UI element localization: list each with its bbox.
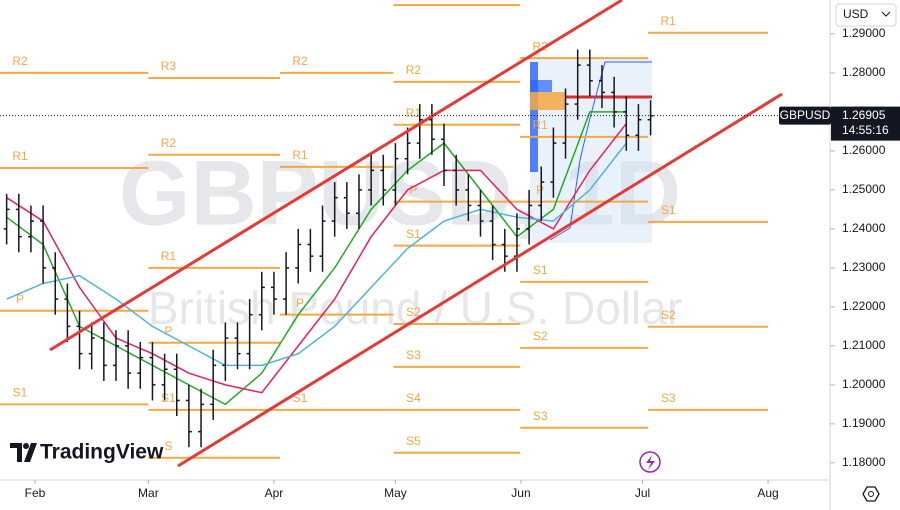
pivot-label: R2 xyxy=(161,136,177,150)
pivot-label: S2 xyxy=(533,329,548,343)
x-tick-label: Jun xyxy=(511,486,530,500)
y-tick-label: 1.29000 xyxy=(842,26,886,40)
pivot-label: S1 xyxy=(406,227,421,241)
pivot-label: S1 xyxy=(533,263,548,277)
profile-bars xyxy=(530,80,552,92)
y-tick-label: 1.19000 xyxy=(842,416,886,430)
logo-text: TradingView xyxy=(40,441,164,464)
y-tick-label: 1.18000 xyxy=(842,455,886,469)
pivot-label: S xyxy=(164,439,172,453)
y-tick-label: 1.25000 xyxy=(842,182,886,196)
pivot-label: R1 xyxy=(12,149,28,163)
chevron xyxy=(881,11,891,17)
pivot-label: S1 xyxy=(161,391,176,405)
pivot-label: R3 xyxy=(161,59,177,73)
pivot-label: R1 xyxy=(406,106,422,120)
watermark: GBPUSD, 1D British Pound / U.S. Dollar xyxy=(119,142,682,334)
pivot-label: P xyxy=(296,296,304,310)
pivot-label: S4 xyxy=(406,391,421,405)
pivot-label: R1 xyxy=(292,148,308,162)
x-tick-label: Aug xyxy=(757,486,778,500)
pivot-label: S2 xyxy=(661,308,676,322)
y-tick-label: 1.22000 xyxy=(842,299,886,313)
y-tick-label: 1.23000 xyxy=(842,260,886,274)
time-axis-bg xyxy=(0,480,830,510)
logo-dot xyxy=(23,443,29,449)
flash-icon[interactable] xyxy=(639,451,661,473)
x-tick-label: Apr xyxy=(265,486,284,500)
pivot-label: S2 xyxy=(406,305,421,319)
pivot-label: R1 xyxy=(161,249,177,263)
watermark-title: GBPUSD, 1D xyxy=(119,142,681,244)
settings-icon[interactable] xyxy=(862,486,880,502)
pivot-label: S3 xyxy=(406,348,421,362)
currency: USD xyxy=(843,7,869,21)
symbol-tag xyxy=(779,106,831,125)
x-tick-label: May xyxy=(384,486,407,500)
pivot-label: P xyxy=(164,324,172,338)
profile-bars xyxy=(530,62,538,172)
logo: TradingView xyxy=(10,441,164,464)
flash-glyph xyxy=(646,455,655,470)
channel-lower xyxy=(177,92,783,468)
profile-poc xyxy=(530,92,565,110)
moving-average xyxy=(6,142,627,367)
y-tick-label: 1.21000 xyxy=(842,338,886,352)
pivot-label: R1 xyxy=(533,118,549,132)
pivot-label: P xyxy=(409,183,417,197)
pivot-label: S1 xyxy=(13,386,28,400)
pivot-label: R1 xyxy=(660,14,676,28)
pivot-label: P xyxy=(16,292,24,306)
pivot-label: S1 xyxy=(661,203,676,217)
price-tag-text: 1.26905 xyxy=(842,108,886,122)
pivot-label: S5 xyxy=(406,434,421,448)
pivot-label: R2 xyxy=(292,54,308,68)
y-tick-label: 1.24000 xyxy=(842,221,886,235)
x-tick-label: Jul xyxy=(635,486,650,500)
symbol-tag-text: GBPUSD xyxy=(780,108,831,122)
y-tick-label: 1.26000 xyxy=(842,143,886,157)
x-tick-label: Mar xyxy=(138,486,159,500)
settings-dot xyxy=(868,491,874,497)
volume-profile xyxy=(530,58,652,243)
pivot-label: S3 xyxy=(661,391,676,405)
logo-icon xyxy=(10,443,37,462)
pivot-label: P xyxy=(536,183,544,197)
pivot-label: S3 xyxy=(533,409,548,423)
currency-select[interactable] xyxy=(835,3,897,27)
price-tag xyxy=(831,106,900,141)
channel-upper xyxy=(49,0,623,352)
pivot-label: R2 xyxy=(533,39,549,53)
profile-outline xyxy=(549,61,652,241)
pivot-label: R2 xyxy=(406,63,422,77)
pivot-label: R2 xyxy=(12,54,28,68)
y-tick-label: 1.28000 xyxy=(842,65,886,79)
y-tick-label: 1.20000 xyxy=(842,377,886,391)
x-tick-label: Feb xyxy=(25,486,46,500)
moving-average xyxy=(6,123,627,394)
countdown: 14:55:16 xyxy=(842,123,889,137)
price-axis-bg xyxy=(830,0,900,510)
moving-average xyxy=(6,111,627,406)
